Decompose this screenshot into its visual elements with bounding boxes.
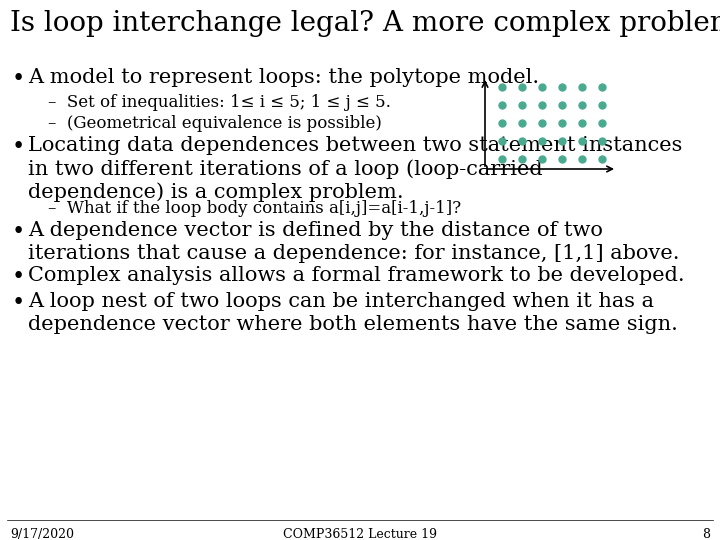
Point (516, 137, 528, 145)
Point (596, 154, 608, 163)
Text: •: • (12, 68, 25, 90)
Point (496, 137, 508, 145)
Point (557, 100, 568, 109)
Point (576, 154, 588, 163)
Point (557, 137, 568, 145)
Text: •: • (12, 266, 25, 288)
Point (536, 154, 548, 163)
Text: Is loop interchange legal? A more complex problem: Is loop interchange legal? A more comple… (10, 10, 720, 37)
Text: •: • (12, 136, 25, 158)
Point (596, 137, 608, 145)
Text: 8: 8 (702, 528, 710, 540)
Point (557, 83, 568, 91)
Point (516, 119, 528, 127)
Text: Complex analysis allows a formal framework to be developed.: Complex analysis allows a formal framewo… (28, 266, 685, 285)
Point (496, 154, 508, 163)
Point (596, 119, 608, 127)
Point (576, 83, 588, 91)
Point (536, 83, 548, 91)
Point (596, 100, 608, 109)
Text: –  What if the loop body contains a[i,j]=a[i-1,j-1]?: – What if the loop body contains a[i,j]=… (48, 200, 461, 217)
Point (576, 119, 588, 127)
Text: A dependence vector is defined by the distance of two
iterations that cause a de: A dependence vector is defined by the di… (28, 221, 680, 263)
Text: –  (Geometrical equivalence is possible): – (Geometrical equivalence is possible) (48, 115, 382, 132)
Text: COMP36512 Lecture 19: COMP36512 Lecture 19 (283, 528, 437, 540)
Point (516, 83, 528, 91)
Text: –  Set of inequalities: 1≤ i ≤ 5; 1 ≤ j ≤ 5.: – Set of inequalities: 1≤ i ≤ 5; 1 ≤ j ≤… (48, 94, 391, 111)
Point (557, 119, 568, 127)
Text: Locating data dependences between two statement instances
in two different itera: Locating data dependences between two st… (28, 136, 683, 202)
Text: •: • (12, 292, 25, 314)
Point (576, 137, 588, 145)
Point (536, 100, 548, 109)
Point (516, 154, 528, 163)
Point (496, 100, 508, 109)
Point (576, 100, 588, 109)
Point (596, 83, 608, 91)
Point (557, 154, 568, 163)
Point (536, 137, 548, 145)
Text: •: • (12, 221, 25, 243)
Point (496, 119, 508, 127)
Point (496, 83, 508, 91)
Point (536, 119, 548, 127)
Text: A model to represent loops: the polytope model.: A model to represent loops: the polytope… (28, 68, 539, 87)
Text: 9/17/2020: 9/17/2020 (10, 528, 74, 540)
Text: A loop nest of two loops can be interchanged when it has a
dependence vector whe: A loop nest of two loops can be intercha… (28, 292, 678, 334)
Point (516, 100, 528, 109)
